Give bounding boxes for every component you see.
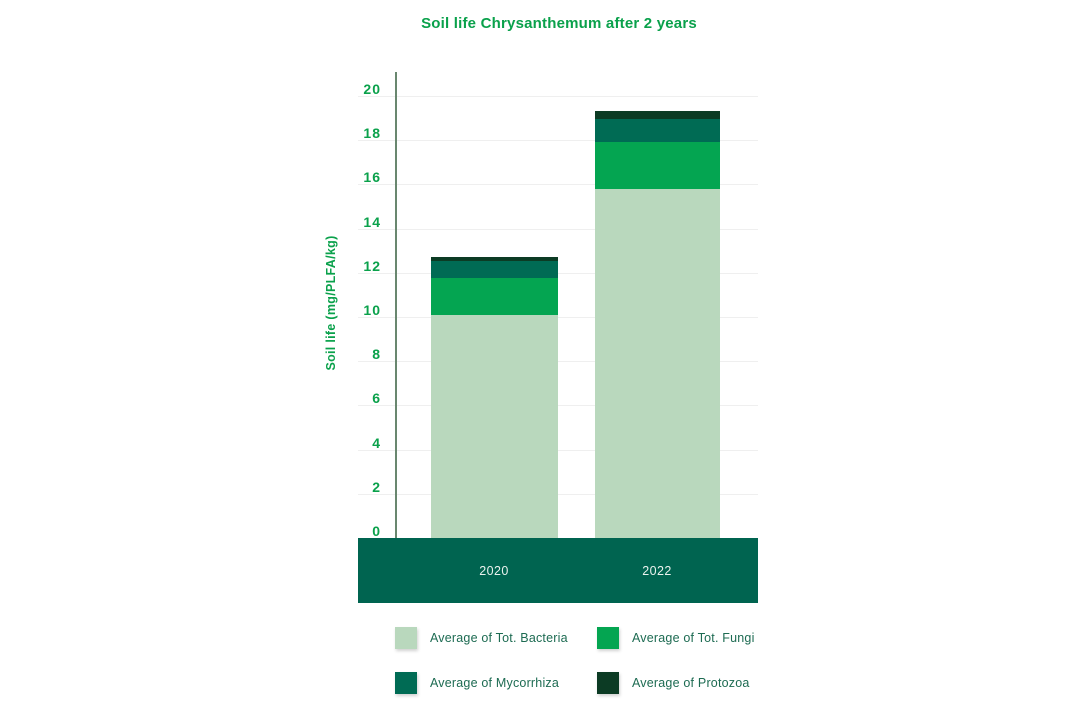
grid-line-20 [358,96,758,97]
x-label-2020: 2020 [479,564,509,578]
bar-segment-2020-protozoa [431,257,558,261]
grid-line-10 [358,317,758,318]
x-label-2022: 2022 [642,564,672,578]
y-tick-label-16: 16 [363,169,381,186]
legend-swatch-mycorrhiza [395,672,417,694]
y-tick-label-6: 6 [372,390,381,407]
x-axis-band: 2020 2022 [358,538,758,603]
y-tick-label-8: 8 [372,346,381,363]
y-tick-label-18: 18 [363,125,381,142]
y-tick-label-20: 20 [363,81,381,97]
bar-segment-2020-mycorrhiza [431,260,558,279]
bar-segment-2022-tot-fungi [595,142,720,189]
y-tick-label-2: 2 [372,478,381,495]
y-axis-line [395,72,397,538]
grid-line-2 [358,493,758,495]
legend-swatch-fungi [597,627,619,649]
y-tick-label-0: 0 [372,523,381,539]
y-tick-label-4: 4 [372,434,381,451]
grid-line-12 [358,272,758,274]
bar-segment-2022-protozoa [595,111,720,120]
bar-segment-2022-tot-bacteria [595,188,720,538]
y-tick-label-14: 14 [363,213,381,230]
y-tick-label-12: 12 [363,257,381,274]
bar-segment-2020-tot-bacteria [431,314,558,538]
legend-label-protozoa: Average of Protozoa [632,676,750,690]
bar-segment-2020-tot-fungi [431,278,558,315]
legend-item-protozoa: Average of Protozoa [597,672,750,694]
y-tick-label-10: 10 [363,302,381,318]
legend-swatch-bacteria [395,627,417,649]
stacked-bar-2020 [431,257,558,538]
grid-line-16 [358,184,758,186]
bar-segment-2022-mycorrhiza [595,119,720,143]
legend-item-mycorrhiza: Average of Mycorrhiza [395,672,559,694]
legend-item-bacteria: Average of Tot. Bacteria [395,627,568,649]
grid-line-8 [358,361,758,363]
stacked-bar-2022 [595,111,720,538]
chart-title: Soil life Chrysanthemum after 2 years [421,15,697,32]
grid-line-14 [358,228,758,230]
grid-line-4 [358,449,758,451]
legend-swatch-protozoa [597,672,619,694]
legend-item-fungi: Average of Tot. Fungi [597,627,755,649]
grid-line-18 [358,140,758,142]
grid-line-6 [358,405,758,407]
legend-label-mycorrhiza: Average of Mycorrhiza [430,676,560,690]
legend-label-bacteria: Average of Tot. Bacteria [430,631,568,645]
legend-label-fungi: Average of Tot. Fungi [632,631,755,645]
